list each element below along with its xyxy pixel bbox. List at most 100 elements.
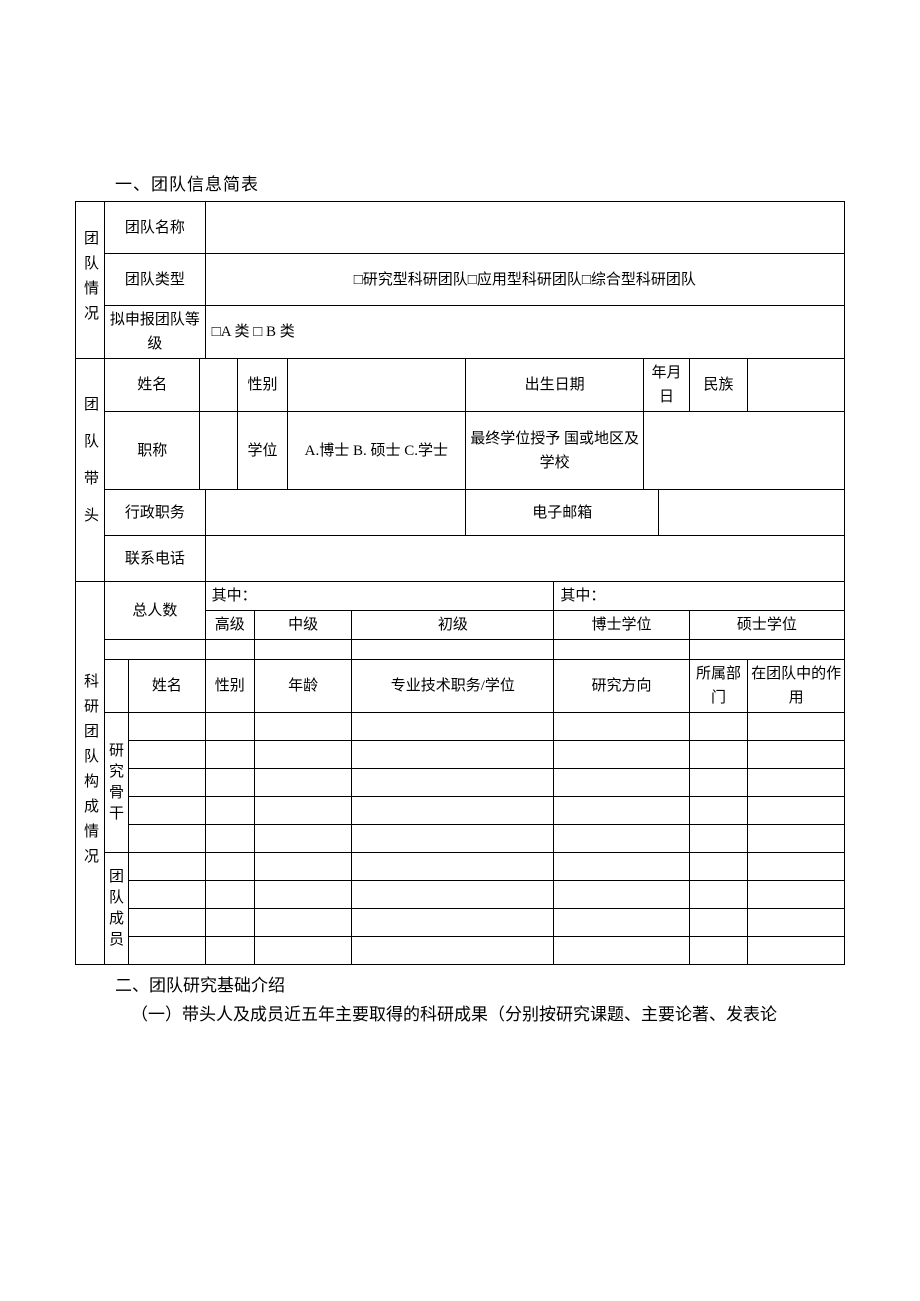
among1-label: 其中：	[205, 582, 554, 611]
leader-email-label: 电子邮箱	[466, 490, 659, 536]
side-team-info: 团队情况	[76, 202, 105, 359]
table-cell	[748, 713, 845, 741]
leader-title-label: 职称	[105, 412, 200, 490]
table-cell	[254, 937, 352, 965]
table-cell	[554, 797, 689, 825]
leader-gender-label: 性别	[238, 359, 287, 412]
table-cell	[748, 937, 845, 965]
table-cell	[129, 881, 206, 909]
junior-label: 初级	[352, 611, 554, 640]
table-cell	[205, 769, 254, 797]
backbone-label: 研究骨干	[105, 713, 129, 853]
table-cell	[129, 937, 206, 965]
table-cell	[554, 741, 689, 769]
table-cell	[748, 853, 845, 881]
table-cell	[554, 853, 689, 881]
total-value	[105, 640, 206, 660]
leader-degree-options: A.博士 B. 硕士 C.学士	[287, 412, 465, 490]
table-cell	[254, 881, 352, 909]
master-label: 硕士学位	[689, 611, 844, 640]
leader-email-value	[659, 490, 845, 536]
senior-label: 高级	[205, 611, 254, 640]
leader-degree-label: 学位	[238, 412, 287, 490]
table-cell	[352, 797, 554, 825]
table-cell	[254, 769, 352, 797]
table-cell	[129, 797, 206, 825]
leader-phone-value	[205, 536, 844, 582]
team-type-options: □研究型科研团队□应用型科研团队□综合型科研团队	[205, 254, 844, 306]
col-name: 姓名	[129, 660, 206, 713]
table-cell	[748, 825, 845, 853]
table-cell	[254, 825, 352, 853]
table-cell	[205, 713, 254, 741]
table-cell	[352, 713, 554, 741]
col-gender: 性别	[205, 660, 254, 713]
table-cell	[554, 825, 689, 853]
table-cell	[554, 713, 689, 741]
table-cell	[748, 881, 845, 909]
phd-label: 博士学位	[554, 611, 689, 640]
table-cell	[129, 909, 206, 937]
leader-gender-value	[287, 359, 465, 412]
section2-title: 二、团队研究基础介绍	[115, 971, 845, 996]
master-value	[689, 640, 844, 660]
side-compose: 科研团队构成情况	[76, 582, 105, 965]
member-label: 团队成员	[105, 853, 129, 965]
leader-birth-value: 年月日	[644, 359, 690, 412]
mid-label: 中级	[254, 611, 352, 640]
table-cell	[352, 937, 554, 965]
table-cell	[689, 937, 747, 965]
section2-sub: （一）带头人及成员近五年主要取得的科研成果（分别按研究课题、主要论著、发表论	[131, 1000, 845, 1031]
col-research: 研究方向	[554, 660, 689, 713]
table-cell	[689, 713, 747, 741]
leader-name-label: 姓名	[105, 359, 200, 412]
table-cell	[554, 881, 689, 909]
junior-value	[352, 640, 554, 660]
table-cell	[205, 909, 254, 937]
col-title-degree: 专业技术职务/学位	[352, 660, 554, 713]
col-dept: 所属部门	[689, 660, 747, 713]
table-cell	[748, 769, 845, 797]
leader-admin-label: 行政职务	[105, 490, 206, 536]
table-cell	[352, 825, 554, 853]
table-cell	[205, 937, 254, 965]
table-cell	[129, 853, 206, 881]
table-cell	[352, 881, 554, 909]
team-name-value	[205, 202, 844, 254]
table-cell	[205, 825, 254, 853]
table-cell	[554, 769, 689, 797]
col-age: 年龄	[254, 660, 352, 713]
team-type-label: 团队类型	[105, 254, 206, 306]
among2-label: 其中：	[554, 582, 845, 611]
leader-ethnic-value	[748, 359, 845, 412]
table-cell	[554, 909, 689, 937]
table-cell	[689, 825, 747, 853]
leader-name-value	[200, 359, 238, 412]
table-cell	[205, 881, 254, 909]
col-blank	[105, 660, 129, 713]
table-cell	[748, 909, 845, 937]
table-cell	[689, 881, 747, 909]
table-cell	[748, 741, 845, 769]
table-cell	[554, 937, 689, 965]
info-table: 团队情况 团队名称 团队类型 □研究型科研团队□应用型科研团队□综合型科研团队 …	[75, 201, 845, 965]
leader-degree-school-label: 最终学位授予 国或地区及学校	[466, 412, 644, 490]
total-label: 总人数	[105, 582, 206, 640]
table-cell	[205, 853, 254, 881]
table-cell	[254, 713, 352, 741]
table-cell	[254, 853, 352, 881]
mid-value	[254, 640, 352, 660]
table-cell	[129, 741, 206, 769]
team-name-label: 团队名称	[105, 202, 206, 254]
side-leader: 团队带头	[76, 359, 105, 582]
table-cell	[352, 769, 554, 797]
table-cell	[129, 825, 206, 853]
table-cell	[689, 853, 747, 881]
table-cell	[748, 797, 845, 825]
table-cell	[352, 741, 554, 769]
senior-value	[205, 640, 254, 660]
leader-birth-label: 出生日期	[466, 359, 644, 412]
section1-title: 一、团队信息简表	[115, 170, 845, 195]
apply-level-options: □A 类 □ B 类	[205, 306, 844, 359]
table-cell	[129, 713, 206, 741]
